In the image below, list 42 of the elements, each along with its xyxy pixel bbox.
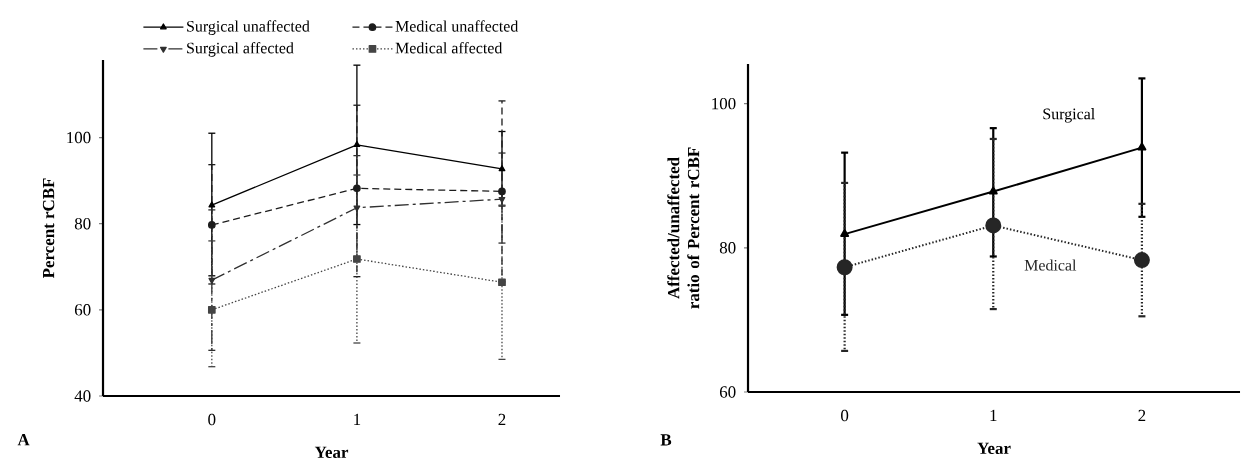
text: B: [660, 434, 672, 446]
y-tick-label: 80: [719, 242, 736, 254]
y-axis-title: Affected/unaffected ratio of Percent rCBF: [667, 147, 700, 309]
point: [988, 186, 998, 195]
x-tick-label: 2: [498, 413, 506, 426]
x-tick-label: 0: [208, 413, 216, 426]
text: Surgical: [1043, 108, 1095, 123]
point: [207, 221, 216, 229]
point: [353, 184, 361, 193]
legend-label: Surgical affected: [187, 42, 294, 57]
point: [353, 205, 361, 212]
point: [840, 229, 850, 238]
y-axis-title: Percent rCBF: [42, 178, 55, 279]
y-tick-label: 40: [74, 390, 91, 402]
y-tick-label: 60: [74, 304, 91, 316]
point: [498, 187, 506, 196]
legend-label: Medical affected: [395, 42, 503, 54]
y-tick-label: 80: [74, 217, 91, 230]
point: [207, 305, 216, 314]
x-tick-label: 2: [1138, 409, 1146, 422]
point: [1137, 142, 1147, 151]
y-tick-label: 100: [712, 97, 736, 110]
x-tick-label: 1: [354, 413, 361, 426]
x-axis-title: Year: [314, 446, 349, 458]
point: [985, 217, 1002, 234]
point: [498, 278, 506, 287]
x-axis-title: Year: [977, 442, 1011, 455]
point: [498, 165, 506, 172]
point: [353, 141, 361, 148]
point: [836, 259, 853, 276]
legend-label: Medical unaffected: [395, 20, 519, 32]
text: A: [17, 434, 30, 446]
y-tick-label: 60: [719, 386, 736, 398]
point: [498, 196, 506, 203]
y-tick-label: 100: [67, 131, 91, 144]
point: [208, 277, 216, 284]
series-label: Medical: [1024, 259, 1077, 271]
legend-label: Surgical unaffected: [187, 20, 310, 35]
x-tick-label: 0: [841, 409, 849, 422]
point: [1133, 252, 1150, 269]
x-tick-label: 1: [990, 409, 997, 422]
point: [208, 201, 216, 208]
